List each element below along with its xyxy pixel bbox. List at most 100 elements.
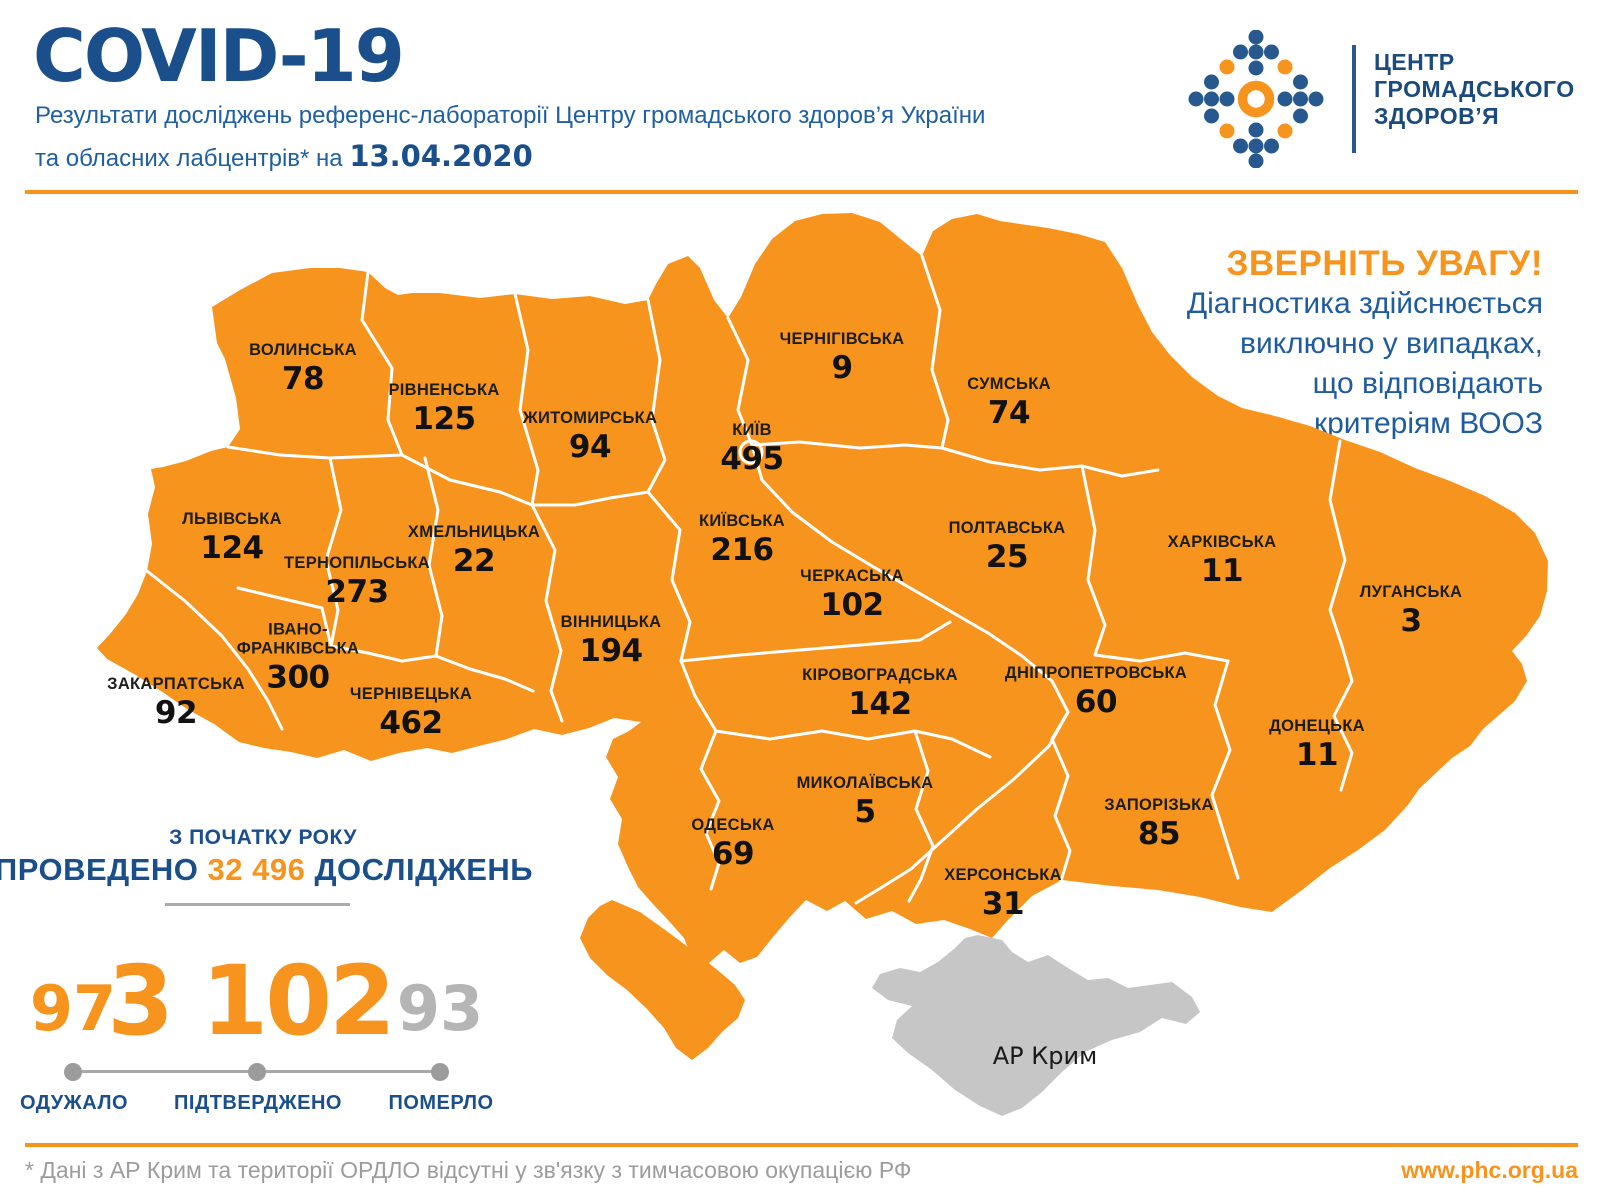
region-label: ЛЬВІВСЬКА 124 bbox=[182, 510, 282, 566]
region-name: РІВНЕНСЬКА bbox=[388, 381, 500, 399]
org-name: ЦЕНТР ГРОМАДСЬКОГО ЗДОРОВ’Я bbox=[1374, 49, 1575, 130]
logo-separator bbox=[1352, 45, 1356, 153]
region-label: СУМСЬКА 74 bbox=[967, 375, 1051, 431]
region-name: ЗАКАРПАТСЬКА bbox=[107, 675, 245, 693]
region-name: ХЕРСОНСЬКА bbox=[944, 866, 1062, 884]
region-label: ВІННИЦЬКА 194 bbox=[561, 613, 662, 669]
report-date: 13.04.2020 bbox=[349, 139, 533, 173]
stats-headline-prefix: ПРОВЕДЕНО bbox=[0, 852, 208, 887]
region-value: 22 bbox=[452, 543, 496, 579]
region-label: ЗАКАРПАТСЬКА 92 bbox=[107, 675, 245, 731]
region-label: ВОЛИНСЬКА 78 bbox=[249, 341, 357, 397]
region-value: 11 bbox=[1200, 553, 1244, 589]
org-name-line1: ЦЕНТР bbox=[1374, 49, 1455, 75]
region-label: ДНІПРОПЕТРОВСЬКА 60 bbox=[1005, 664, 1187, 720]
region-name: ЧЕРНІГІВСЬКА bbox=[779, 330, 905, 348]
region-name: ЗАПОРІЗЬКА bbox=[1104, 796, 1214, 814]
stats-headline: ПРОВЕДЕНО 32 496 ДОСЛІДЖЕНЬ bbox=[0, 852, 533, 888]
region-name: ХАРКІВСЬКА bbox=[1167, 533, 1277, 551]
region-name: ДОНЕЦЬКА bbox=[1269, 717, 1365, 735]
region-label: ЛУГАНСЬКА 3 bbox=[1360, 583, 1462, 639]
region-value: 69 bbox=[711, 836, 755, 872]
subtitle-line2-text: та обласних лабцентрів* на bbox=[35, 145, 350, 172]
region-name: ПОЛТАВСЬКА bbox=[948, 519, 1066, 537]
footer-note: * Дані з АР Крим та території ОРДЛО відс… bbox=[25, 1157, 912, 1183]
region-value: 194 bbox=[579, 633, 643, 669]
region-value: 60 bbox=[1074, 684, 1118, 720]
region-label: МИКОЛАЇВСЬКА 5 bbox=[797, 774, 934, 830]
region-value: 102 bbox=[820, 587, 884, 623]
region-value: 3 bbox=[1400, 603, 1422, 639]
region-name: ІВАНО- bbox=[268, 620, 328, 639]
region-value: 85 bbox=[1137, 816, 1181, 852]
region-label: ЗАПОРІЗЬКА 85 bbox=[1104, 796, 1214, 852]
region-label: ПОЛТАВСЬКА 25 bbox=[949, 519, 1066, 575]
region-name: ЛЬВІВСЬКА bbox=[182, 510, 282, 528]
confirmed-count: 3 102 bbox=[107, 945, 396, 1057]
footer-divider bbox=[25, 1143, 1578, 1147]
region-value: 78 bbox=[281, 361, 325, 397]
region-value: 273 bbox=[325, 574, 389, 610]
region-name: ДНІПРОПЕТРОВСЬКА bbox=[1004, 664, 1188, 682]
region-label: ХЕРСОНСЬКА 31 bbox=[944, 866, 1062, 922]
phc-logo-icon bbox=[1188, 30, 1324, 168]
region-name: ВОЛИНСЬКА bbox=[249, 341, 357, 359]
timeline-dot bbox=[248, 1063, 266, 1081]
region-value: 125 bbox=[412, 401, 476, 437]
region-name: КИЇВСЬКА bbox=[699, 512, 785, 530]
recovered-count: 97 bbox=[29, 972, 117, 1045]
recovered-label: ОДУЖАЛО bbox=[19, 1092, 129, 1114]
tests-count: 32 496 bbox=[207, 852, 306, 887]
died-label: ПОМЕРЛО bbox=[388, 1092, 494, 1114]
region-label: КИЇВСЬКА 216 bbox=[699, 512, 785, 568]
region-value: 25 bbox=[985, 539, 1029, 575]
region-value: 31 bbox=[981, 886, 1025, 922]
region-value: 94 bbox=[568, 429, 612, 465]
region-name: ОДЕСЬКА bbox=[691, 816, 775, 834]
region-value: 216 bbox=[710, 532, 774, 568]
stats-kicker: З ПОЧАТКУ РОКУ bbox=[169, 826, 357, 849]
region-value: 495 bbox=[720, 441, 784, 477]
org-name-line3: ЗДОРОВ’Я bbox=[1374, 103, 1500, 129]
timeline-dot bbox=[431, 1063, 449, 1081]
region-label: ТЕРНОПІЛЬСЬКА 273 bbox=[284, 554, 430, 610]
region-value: 124 bbox=[200, 530, 264, 566]
region-name: ЧЕРКАСЬКА bbox=[800, 567, 904, 585]
region-value: 92 bbox=[154, 695, 198, 731]
region-value: 5 bbox=[854, 794, 876, 830]
region-name: ТЕРНОПІЛЬСЬКА bbox=[284, 554, 430, 572]
region-label: ЧЕРНІВЕЦЬКА 462 bbox=[350, 685, 472, 741]
region-value: 11 bbox=[1295, 737, 1339, 773]
header-divider bbox=[25, 190, 1578, 194]
region-label: РІВНЕНСЬКА 125 bbox=[388, 381, 499, 437]
region-name: ЛУГАНСЬКА bbox=[1359, 583, 1463, 601]
region-label: ХМЕЛЬНИЦЬКА 22 bbox=[408, 523, 540, 579]
region-value: 74 bbox=[987, 395, 1031, 431]
region-name: ФРАНКІВСЬКА bbox=[236, 639, 360, 658]
region-value: 300 bbox=[266, 659, 330, 696]
region-name: СУМСЬКА bbox=[967, 375, 1051, 393]
stats-headline-suffix: ДОСЛІДЖЕНЬ bbox=[305, 852, 534, 887]
footer-url[interactable]: www.phc.org.ua bbox=[1401, 1157, 1578, 1183]
region-name: КИЇВ bbox=[732, 421, 772, 439]
crimea-label: АР Крим bbox=[992, 1042, 1098, 1070]
region-label: ДОНЕЦЬКА 11 bbox=[1269, 717, 1365, 773]
confirmed-label: ПІДТВЕРДЖЕНО bbox=[174, 1092, 342, 1114]
subtitle-line2: та обласних лабцентрів* на 13.04.2020 bbox=[35, 139, 533, 173]
region-name: ВІННИЦЬКА bbox=[560, 613, 662, 631]
region-value: 142 bbox=[848, 686, 912, 722]
region-label: ОДЕСЬКА 69 bbox=[691, 816, 774, 872]
region-label: ЧЕРНІГІВСЬКА 9 bbox=[780, 330, 905, 386]
region-name: КІРОВОГРАДСЬКА bbox=[802, 666, 958, 684]
region-value: 462 bbox=[379, 705, 443, 741]
died-count: 93 bbox=[396, 972, 484, 1045]
subtitle-line1: Результати досліджень референс-лаборатор… bbox=[35, 102, 986, 129]
region-label: ЧЕРКАСЬКА 102 bbox=[800, 567, 904, 623]
region-name: ЖИТОМИРСЬКА bbox=[522, 409, 658, 427]
region-name: ЧЕРНІВЕЦЬКА bbox=[349, 685, 473, 703]
region-label: ІВАНО- ФРАНКІВСЬКА 300 bbox=[237, 621, 359, 696]
region-label: ХАРКІВСЬКА 11 bbox=[1168, 533, 1277, 589]
region-name: МИКОЛАЇВСЬКА bbox=[796, 774, 934, 792]
region-label: КІРОВОГРАДСЬКА 142 bbox=[802, 666, 958, 722]
